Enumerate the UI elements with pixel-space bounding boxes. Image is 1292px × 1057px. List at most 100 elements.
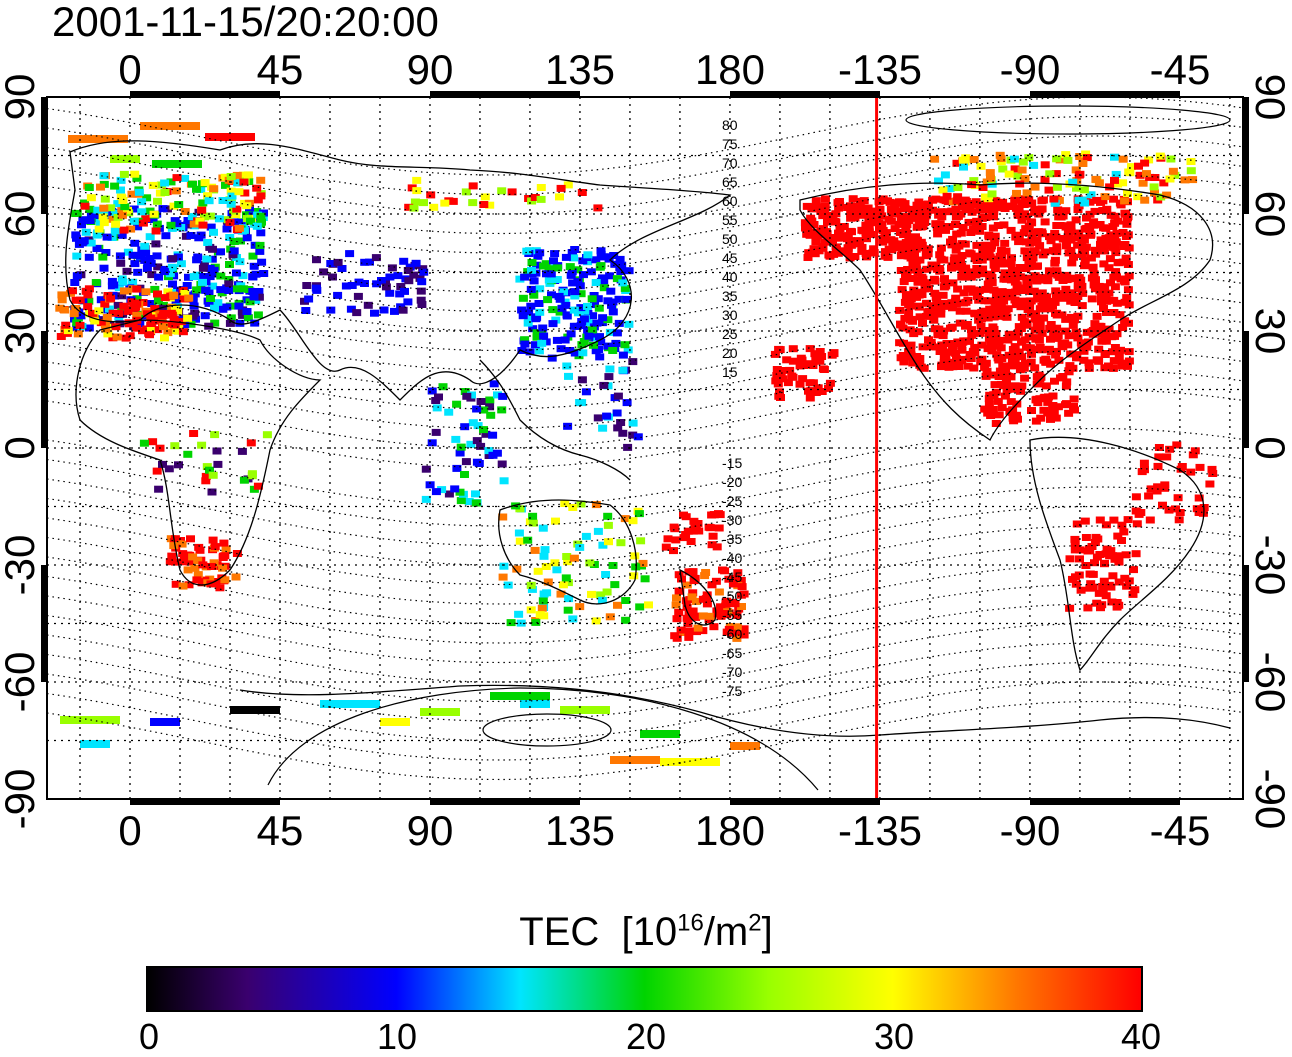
tec-cell (991, 302, 1001, 310)
tec-cell (234, 188, 244, 196)
tec-cell (559, 288, 568, 296)
tec-cell (957, 342, 967, 350)
tec-cell (250, 241, 260, 249)
tec-cell (1165, 175, 1175, 183)
tec-cell (825, 379, 835, 387)
tec-cell (1086, 230, 1096, 238)
tec-cell (976, 315, 986, 323)
tec-cell (531, 618, 541, 626)
tec-cell (974, 296, 984, 304)
tec-cell (125, 320, 134, 328)
tec-cell (152, 160, 202, 168)
tec-cell (1078, 289, 1088, 297)
tec-cell (126, 225, 136, 233)
tec-cell (199, 286, 209, 294)
tec-cell (174, 461, 183, 469)
tec-cell (1049, 330, 1059, 338)
tec-cell (1154, 453, 1164, 461)
tec-cell (302, 282, 312, 289)
tec-cell (184, 273, 193, 281)
tec-cell (172, 174, 182, 182)
tec-cell (166, 221, 176, 229)
tec-cell (1056, 213, 1066, 221)
tec-cell (1119, 528, 1129, 536)
tec-cell (1071, 328, 1081, 336)
tec-cell (902, 229, 912, 237)
frame-tick-bar (1243, 331, 1249, 448)
tec-cell (1027, 350, 1036, 358)
tec-cell (1019, 318, 1029, 326)
tec-cell (938, 291, 948, 299)
tec-cell (1033, 228, 1043, 236)
tec-cell (689, 577, 699, 585)
tec-cell (622, 295, 632, 303)
tec-cell (824, 384, 833, 392)
tec-cell (1106, 279, 1115, 287)
tec-cell (946, 324, 955, 332)
tec-cell (714, 588, 724, 596)
tec-cell (68, 135, 128, 143)
tec-cell (968, 225, 978, 233)
tec-cell (1078, 160, 1088, 167)
tec-cell (800, 219, 810, 227)
tec-cell (863, 204, 873, 212)
tec-cell (253, 311, 263, 319)
tec-cell (994, 373, 1004, 380)
tec-cell (951, 246, 961, 254)
tec-cell (993, 397, 1003, 405)
tec-cell (591, 279, 601, 286)
tec-cell (255, 247, 265, 255)
tec-cell (1061, 327, 1070, 335)
tec-cell (206, 295, 215, 302)
tec-cell (1102, 309, 1111, 316)
tec-cell (941, 302, 950, 310)
tec-cell (1117, 362, 1127, 370)
tec-cell (730, 742, 760, 750)
tec-cell (843, 204, 853, 211)
tec-cell (899, 278, 909, 286)
tec-cell (81, 228, 91, 236)
tec-cell (683, 527, 693, 535)
tec-cell (1101, 521, 1111, 529)
tec-cell (960, 240, 970, 248)
tec-cell (1033, 295, 1043, 303)
tec-cell (333, 258, 343, 266)
tec-cell (193, 571, 203, 579)
tec-cell (998, 290, 1008, 298)
tec-cell (1006, 226, 1016, 234)
tec-cell (938, 332, 948, 340)
tec-cell (788, 373, 798, 381)
lat-tick-label: 60 (1247, 191, 1292, 238)
tec-cell (932, 343, 942, 351)
tec-cell (954, 242, 964, 250)
tec-cell (1101, 592, 1111, 600)
tec-cell (942, 192, 952, 200)
tec-cell (83, 303, 93, 311)
tec-cell (603, 297, 613, 305)
tec-cell (235, 319, 245, 327)
tec-cell (859, 227, 869, 235)
tec-cell (404, 277, 414, 285)
tec-cell (224, 280, 234, 288)
tec-cell (114, 284, 124, 292)
tec-cell (989, 213, 998, 221)
tec-cell (996, 246, 1006, 254)
mag-lat-contour (47, 661, 1243, 742)
tec-cell (1118, 179, 1128, 187)
tec-cell (99, 264, 109, 272)
tec-cell (976, 358, 986, 366)
tec-cell (711, 577, 721, 585)
tec-cell (1056, 374, 1065, 382)
tec-cell (138, 327, 147, 335)
tec-cell (537, 604, 547, 612)
lon-tick-label: -135 (838, 807, 922, 854)
tec-cell (119, 170, 129, 178)
tec-cell (527, 259, 537, 266)
tec-cell (977, 308, 987, 316)
tec-cell (630, 552, 640, 560)
tec-cell (1018, 158, 1028, 166)
tec-cell (1033, 399, 1043, 407)
tec-cell (218, 197, 228, 204)
tec-cell (341, 282, 351, 290)
tec-cell (831, 218, 841, 226)
